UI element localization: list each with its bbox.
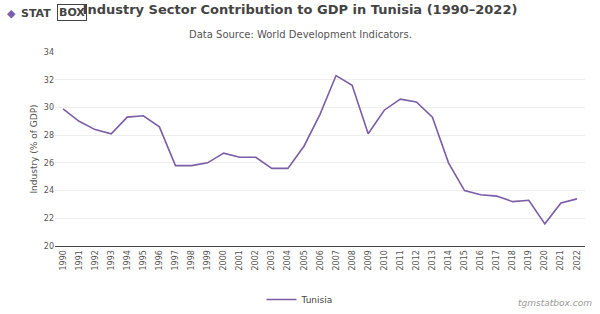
svg-text:◆: ◆	[7, 7, 16, 20]
svg-text:1993: 1993	[107, 250, 116, 270]
svg-text:2009: 2009	[364, 250, 373, 270]
svg-text:2002: 2002	[251, 250, 260, 270]
svg-text:1995: 1995	[139, 250, 148, 270]
svg-text:30: 30	[44, 103, 54, 112]
svg-text:24: 24	[44, 186, 54, 195]
svg-text:1998: 1998	[187, 250, 196, 270]
svg-text:22: 22	[44, 214, 54, 223]
svg-text:2016: 2016	[476, 250, 485, 270]
svg-text:Industry (% of GDP): Industry (% of GDP)	[29, 104, 39, 193]
svg-text:2001: 2001	[235, 250, 244, 270]
svg-text:2021: 2021	[557, 250, 566, 270]
svg-text:1991: 1991	[75, 250, 84, 270]
svg-text:2006: 2006	[316, 250, 325, 270]
svg-text:Data Source: World Development: Data Source: World Development Indicator…	[189, 29, 412, 40]
svg-text:2019: 2019	[524, 250, 533, 270]
svg-text:2010: 2010	[380, 250, 389, 270]
svg-text:Tunisia: Tunisia	[301, 295, 333, 305]
svg-text:2020: 2020	[540, 250, 549, 270]
svg-text:Industry Sector Contribution t: Industry Sector Contribution to GDP in T…	[83, 2, 518, 17]
svg-text:2022: 2022	[573, 250, 582, 270]
svg-text:1990: 1990	[59, 250, 68, 270]
svg-text:1994: 1994	[123, 250, 132, 270]
svg-text:BOX: BOX	[59, 6, 85, 19]
svg-text:1997: 1997	[171, 250, 180, 270]
svg-text:2004: 2004	[283, 250, 292, 270]
svg-text:2005: 2005	[300, 250, 309, 270]
svg-text:26: 26	[44, 159, 54, 168]
svg-text:2013: 2013	[428, 250, 437, 270]
svg-text:2015: 2015	[460, 250, 469, 270]
svg-text:2018: 2018	[508, 250, 517, 270]
svg-text:2003: 2003	[267, 250, 276, 270]
svg-text:1999: 1999	[203, 250, 212, 270]
svg-text:20: 20	[44, 242, 54, 251]
svg-text:2000: 2000	[219, 250, 228, 270]
svg-text:2008: 2008	[348, 250, 357, 270]
svg-text:28: 28	[44, 131, 54, 140]
svg-text:34: 34	[44, 48, 54, 57]
svg-text:1996: 1996	[155, 250, 164, 270]
svg-text:2014: 2014	[444, 250, 453, 270]
svg-text:1992: 1992	[91, 250, 100, 270]
svg-text:2017: 2017	[492, 250, 501, 270]
svg-text:2012: 2012	[412, 250, 421, 270]
svg-text:2011: 2011	[396, 250, 405, 270]
svg-text:2007: 2007	[332, 250, 341, 270]
svg-text:tgmstatbox.com: tgmstatbox.com	[518, 298, 592, 308]
svg-text:32: 32	[44, 76, 54, 85]
svg-text:STAT: STAT	[21, 7, 51, 20]
